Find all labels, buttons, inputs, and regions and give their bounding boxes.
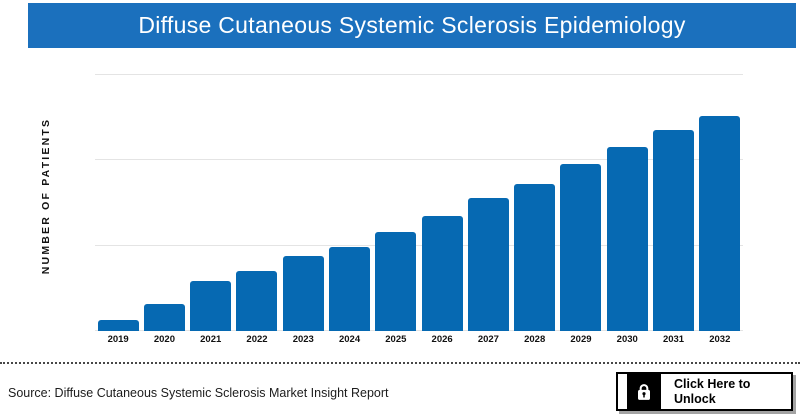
bar-slot-2029	[558, 75, 604, 331]
lock-tile	[627, 374, 661, 409]
unlock-button-line2: Unlock	[674, 391, 716, 406]
bar-2020	[143, 304, 185, 331]
bar-2023	[282, 256, 324, 331]
source-text: Source: Diffuse Cutaneous Systemic Scler…	[8, 386, 389, 400]
bar-2030	[606, 146, 648, 331]
bar-slot-2019	[95, 75, 141, 331]
gridline	[95, 330, 743, 331]
bar-slot-2022	[234, 75, 280, 331]
bar-slot-2030	[604, 75, 650, 331]
bar-slot-2028	[512, 75, 558, 331]
dotted-divider	[0, 362, 800, 364]
bar-2026	[421, 216, 463, 331]
x-axis-label-2024: 2024	[338, 334, 361, 345]
unlock-button-label: Click Here to Unlock	[661, 374, 791, 409]
bar-2019	[97, 320, 139, 331]
x-axis-label-2029: 2029	[570, 334, 592, 345]
bar-2028	[514, 184, 556, 331]
bar-2029	[560, 164, 602, 331]
title-bar: Diffuse Cutaneous Systemic Sclerosis Epi…	[28, 3, 796, 48]
lock-icon	[638, 383, 650, 400]
bar-slot-2025	[373, 75, 419, 331]
x-axis-label-2019: 2019	[107, 334, 129, 345]
x-axis-label-2023: 2023	[292, 334, 314, 345]
x-axis-label-2028: 2028	[524, 334, 546, 345]
bar-slot-2020	[141, 75, 187, 331]
unlock-button[interactable]: Click Here to Unlock	[616, 372, 793, 411]
chart-title: Diffuse Cutaneous Systemic Sclerosis Epi…	[138, 12, 686, 38]
gridline	[95, 244, 743, 246]
x-axis-label-2032: 2032	[709, 334, 731, 345]
bar-2022	[236, 271, 278, 331]
bar-slot-2031	[650, 75, 696, 331]
bar-slot-2021	[188, 75, 234, 331]
x-axis-label-2022: 2022	[246, 334, 268, 345]
gridline	[95, 74, 743, 75]
x-axis-labels: 2019 2020 2021 2022 2023 2024 2025 2026 2027 2028…	[95, 334, 743, 345]
bar-2025	[375, 231, 417, 331]
bar-slot-2024	[326, 75, 372, 331]
unlock-button-line1: Click Here to	[674, 376, 751, 391]
x-axis-label-2031: 2031	[662, 334, 685, 345]
bar-2031	[653, 130, 695, 331]
bar-slot-2032	[697, 75, 743, 331]
bar-2027	[467, 197, 509, 331]
bar-2021	[190, 281, 232, 331]
bar-2024	[329, 247, 371, 331]
bar-slot-2023	[280, 75, 326, 331]
y-axis-title: NUMBER OF PATIENTS	[40, 117, 52, 275]
gridline	[95, 159, 743, 161]
bar-2032	[699, 115, 741, 331]
plot-area	[95, 74, 743, 331]
x-axis-label-2027: 2027	[477, 334, 499, 345]
x-axis-label-2020: 2020	[153, 334, 175, 345]
x-axis-label-2026: 2026	[431, 334, 453, 345]
bar-slot-2026	[419, 75, 465, 331]
bars	[95, 75, 743, 331]
x-axis-label-2025: 2025	[385, 334, 407, 345]
x-axis-label-2030: 2030	[616, 334, 638, 345]
x-axis-label-2021: 2021	[200, 334, 222, 345]
bar-slot-2027	[465, 75, 511, 331]
